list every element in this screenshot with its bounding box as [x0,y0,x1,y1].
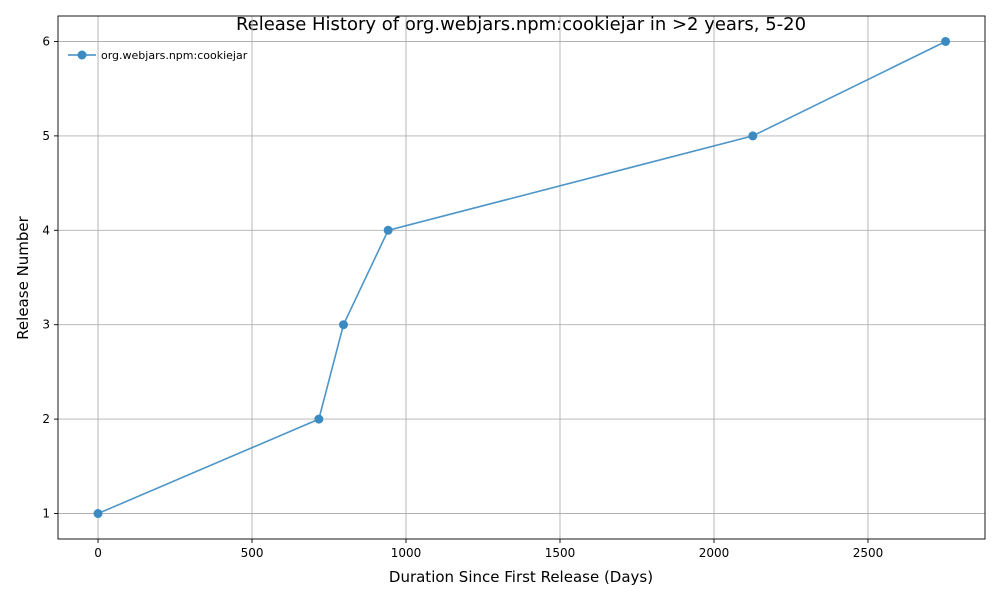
data-point [941,36,951,46]
x-tick-label: 1500 [545,546,576,560]
legend-label: org.webjars.npm:cookiejar [101,49,248,62]
grid [58,16,985,539]
y-tick-label: 3 [42,318,50,332]
x-axis-label: Duration Since First Release (Days) [389,568,653,586]
series-line [97,40,946,515]
data-point [93,509,103,519]
y-tick-label: 4 [42,223,50,237]
y-tick-label: 5 [42,129,50,143]
x-tick-label: 2000 [699,546,730,560]
legend-marker [77,50,87,60]
data-point [314,414,324,424]
x-tick-label: 500 [241,546,264,560]
y-tick-label: 1 [42,507,50,521]
y-tick-label: 2 [42,412,50,426]
data-point [338,320,348,330]
x-tick-label: 2500 [853,546,884,560]
data-point [748,131,758,141]
data-point [383,225,393,235]
series-layer [93,36,951,519]
plot-frame [57,15,986,540]
x-tick-label: 1000 [391,546,422,560]
y-axis-label: Release Number [14,215,32,339]
ticks: 0 500 1000 1500 2000 2500 1 2 3 4 5 6 [42,34,883,560]
chart-title: Release History of org.webjars.npm:cooki… [236,14,806,35]
x-tick-label: 0 [94,546,102,560]
legend: org.webjars.npm:cookiejar [68,49,248,62]
y-tick-label: 6 [42,34,50,48]
